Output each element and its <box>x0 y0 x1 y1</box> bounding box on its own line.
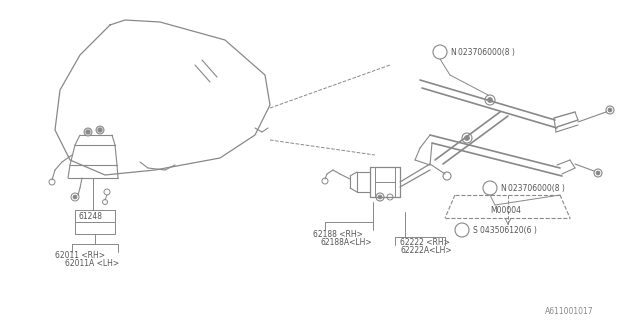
Circle shape <box>465 135 470 140</box>
Circle shape <box>378 195 382 199</box>
Circle shape <box>96 126 104 134</box>
Text: 023706000(8 ): 023706000(8 ) <box>458 47 515 57</box>
Text: 62011 <RH>: 62011 <RH> <box>55 251 105 260</box>
Text: 043506120(6 ): 043506120(6 ) <box>480 226 537 235</box>
Text: 023706000(8 ): 023706000(8 ) <box>508 183 565 193</box>
Text: 61248: 61248 <box>78 212 102 220</box>
Text: M00004: M00004 <box>490 205 521 214</box>
Text: A611001017: A611001017 <box>545 308 594 316</box>
Circle shape <box>86 130 90 134</box>
Text: 62222 <RH>: 62222 <RH> <box>400 237 450 246</box>
Text: N: N <box>500 183 506 193</box>
Circle shape <box>488 98 493 102</box>
Text: 62188A<LH>: 62188A<LH> <box>320 237 372 246</box>
Text: 62011A <LH>: 62011A <LH> <box>65 260 119 268</box>
Circle shape <box>84 128 92 136</box>
Text: 62188 <RH>: 62188 <RH> <box>313 229 363 238</box>
Circle shape <box>608 108 612 112</box>
Text: N: N <box>450 47 456 57</box>
Circle shape <box>98 128 102 132</box>
Text: S: S <box>472 226 477 235</box>
Circle shape <box>73 195 77 199</box>
Circle shape <box>596 171 600 175</box>
Text: 62222A<LH>: 62222A<LH> <box>400 245 452 254</box>
